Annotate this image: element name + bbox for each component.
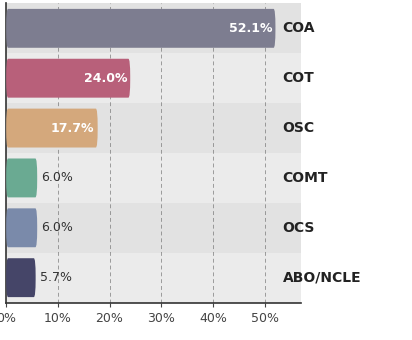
Bar (6, 3, 301, 53)
Text: 24.0%: 24.0% (84, 72, 127, 85)
Text: 52.1%: 52.1% (229, 22, 272, 35)
Text: COA: COA (283, 21, 315, 35)
Bar (6, 253, 301, 303)
Bar (6, 103, 301, 153)
Text: OCS: OCS (283, 221, 315, 235)
FancyBboxPatch shape (6, 108, 98, 148)
FancyBboxPatch shape (6, 9, 276, 48)
Bar (6, 153, 301, 203)
FancyBboxPatch shape (6, 158, 37, 198)
FancyBboxPatch shape (6, 208, 37, 247)
Text: ABO/NCLE: ABO/NCLE (283, 271, 361, 285)
Text: 6.0%: 6.0% (41, 171, 73, 184)
Text: OSC: OSC (283, 121, 315, 135)
FancyBboxPatch shape (6, 59, 130, 98)
Text: 17.7%: 17.7% (51, 122, 94, 135)
Bar (6, 53, 301, 103)
Text: COMT: COMT (283, 171, 328, 185)
Text: 6.0%: 6.0% (41, 221, 73, 234)
Bar (6, 203, 301, 253)
Text: 5.7%: 5.7% (40, 271, 72, 284)
Text: COT: COT (283, 71, 314, 85)
FancyBboxPatch shape (6, 258, 35, 297)
